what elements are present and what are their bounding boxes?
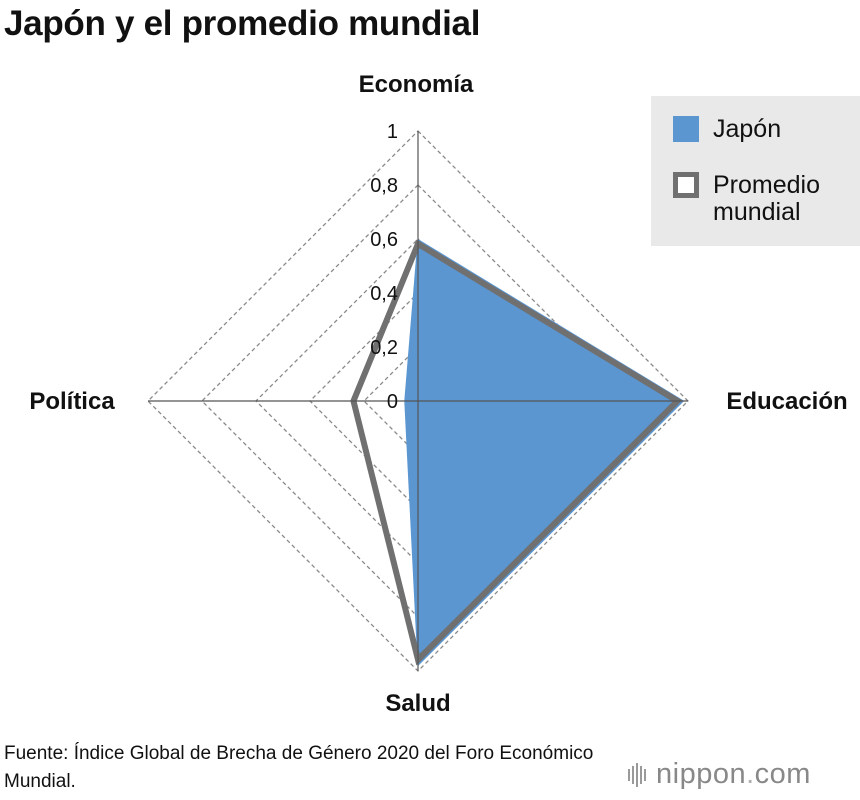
legend-swatch-promedio xyxy=(673,172,699,198)
nippon-logo: nippon.com xyxy=(628,758,811,791)
logo-text: nippon.com xyxy=(656,758,811,791)
legend: Japón Promedio mundial xyxy=(651,96,860,246)
axis-label-economia: Economía xyxy=(359,71,474,98)
axis-label-salud: Salud xyxy=(385,690,450,717)
chart-title: Japón y el promedio mundial xyxy=(4,4,481,43)
source-note: Fuente: Índice Global de Brecha de Géner… xyxy=(4,743,594,792)
tick-label-0: 0 xyxy=(387,391,398,413)
legend-label-promedio: Promedio mundial xyxy=(713,171,820,226)
tick-label-5: 1 xyxy=(387,121,398,143)
tick-label-3: 0,6 xyxy=(370,229,398,251)
logo-bars-icon xyxy=(628,762,648,787)
logo-suffix: com xyxy=(754,758,811,790)
logo-brand: nippon xyxy=(656,758,747,790)
legend-item-japon: Japón xyxy=(673,116,781,143)
legend-item-promedio: Promedio mundial xyxy=(673,172,853,226)
legend-label-japon: Japón xyxy=(713,115,782,143)
tick-label-1: 0,2 xyxy=(370,337,398,359)
axis-label-educacion: Educación xyxy=(726,388,847,415)
tick-label-4: 0,8 xyxy=(370,175,398,197)
legend-swatch-japon xyxy=(673,116,699,142)
axis-label-politica: Política xyxy=(29,388,115,415)
series-area-japon xyxy=(404,238,685,667)
tick-label-2: 0,4 xyxy=(370,283,398,305)
logo-dot: . xyxy=(746,758,755,790)
